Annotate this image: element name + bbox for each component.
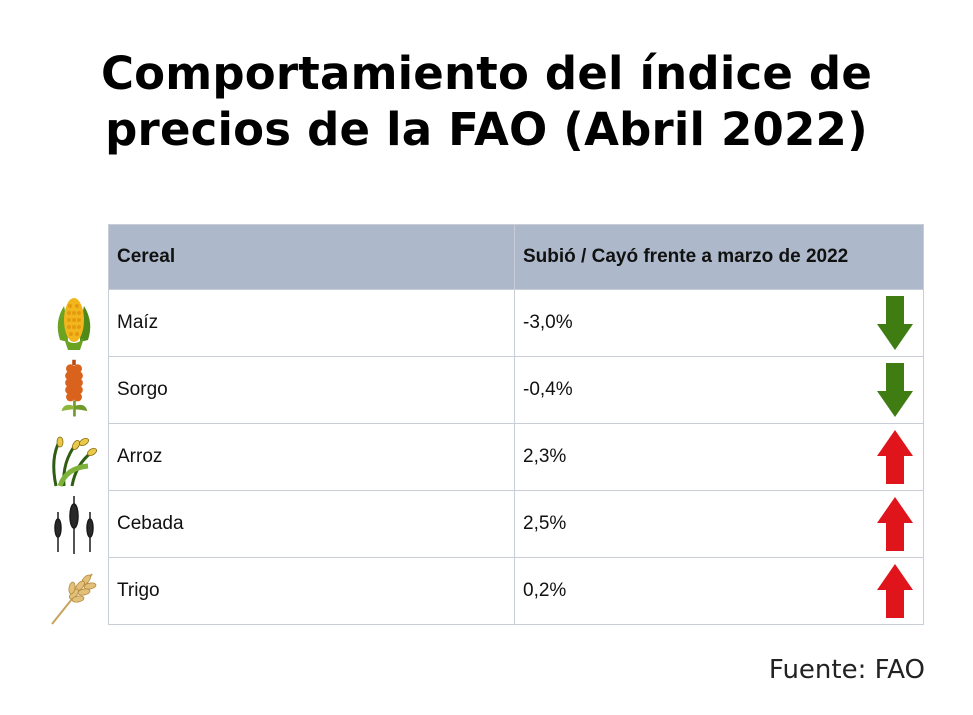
header-change: Subió / Cayó frente a marzo de 2022	[514, 224, 924, 290]
page-title: Comportamiento del índice de precios de …	[0, 46, 973, 158]
change-value: 0,2%	[523, 580, 567, 601]
arrow-down-icon	[877, 363, 913, 417]
change-value: -0,4%	[523, 379, 573, 400]
corn-icon	[57, 298, 91, 350]
cereal-cell: Sorgo	[108, 356, 515, 424]
title-line-2: precios de la FAO (Abril 2022)	[105, 103, 868, 156]
cereal-cell: Trigo	[108, 557, 515, 625]
arrow-up-icon	[877, 497, 913, 551]
sorghum-icon	[61, 359, 88, 417]
cereal-cell: Arroz	[108, 423, 515, 491]
arrow-down-icon	[877, 296, 913, 350]
change-cell: 2,5%	[514, 490, 924, 558]
change-cell: 2,3%	[514, 423, 924, 491]
table-row: Sorgo -0,4%	[108, 356, 924, 424]
rice-icon	[52, 436, 97, 487]
arrow-up-icon	[877, 564, 913, 618]
table-row: Trigo 0,2%	[108, 557, 924, 625]
header-cereal: Cereal	[108, 224, 515, 290]
table-row: Arroz 2,3%	[108, 423, 924, 491]
arrow-up-icon	[877, 430, 913, 484]
table-header-row: Cereal Subió / Cayó frente a marzo de 20…	[108, 224, 924, 290]
change-value: 2,5%	[523, 513, 567, 534]
cereal-cell: Maíz	[108, 289, 515, 357]
table-row: Maíz -3,0%	[108, 289, 924, 357]
change-cell: 0,2%	[514, 557, 924, 625]
source-label: Fuente: FAO	[768, 655, 925, 685]
wheat-icon	[51, 573, 97, 625]
price-index-table: Cereal Subió / Cayó frente a marzo de 20…	[108, 224, 924, 625]
change-cell: -0,4%	[514, 356, 924, 424]
change-value: 2,3%	[523, 446, 567, 467]
table-row: Cebada 2,5%	[108, 490, 924, 558]
change-value: -3,0%	[523, 312, 573, 333]
barley-icon	[54, 496, 94, 554]
change-cell: -3,0%	[514, 289, 924, 357]
cereal-cell: Cebada	[108, 490, 515, 558]
title-line-1: Comportamiento del índice de	[100, 47, 873, 100]
